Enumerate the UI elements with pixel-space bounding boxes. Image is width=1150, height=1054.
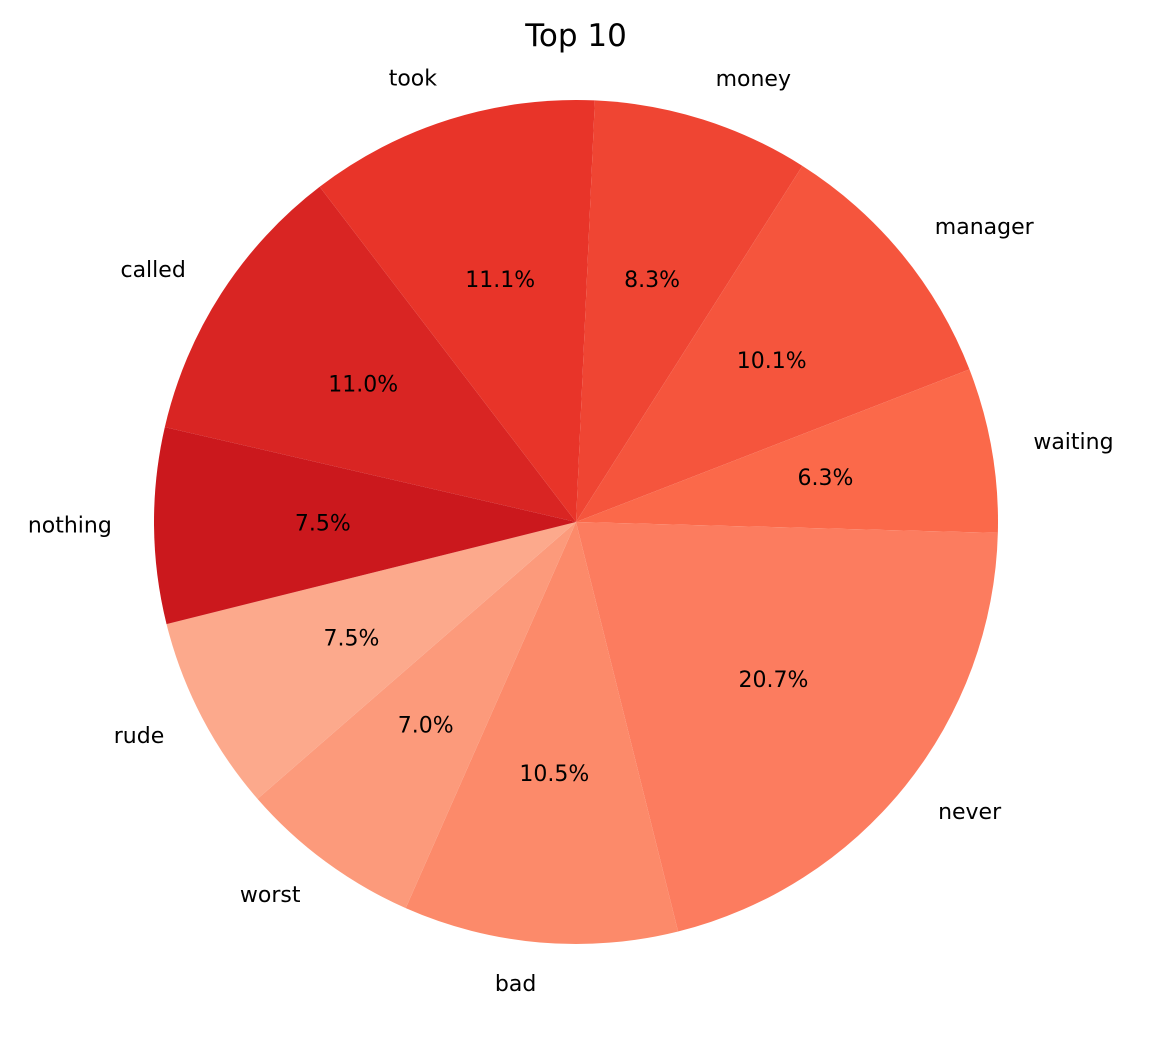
pie-slice-bad [405, 522, 679, 944]
percentage-label-waiting: 6.3% [798, 466, 854, 491]
category-label-waiting: waiting [1033, 430, 1113, 455]
pie-slice-money [576, 100, 803, 523]
pie-slice-never [576, 522, 998, 932]
pie-slice-nothing [154, 427, 577, 625]
category-label-never: never [938, 800, 1002, 825]
chart-title: Top 10 [524, 18, 627, 54]
percentage-label-bad: 10.5% [519, 762, 589, 787]
pie-slice-took [319, 99, 595, 523]
category-label-called: called [120, 258, 185, 283]
percentage-label-called: 11.0% [328, 372, 398, 397]
percentage-label-manager: 10.1% [737, 349, 807, 374]
category-label-nothing: nothing [28, 514, 112, 539]
category-labels: called took money manager waiting never bad wor… [28, 67, 1114, 997]
pie-slice-rude [166, 522, 577, 799]
percentage-label-took: 11.1% [465, 268, 535, 293]
percentage-label-money: 8.3% [624, 268, 680, 293]
pie-slices [154, 99, 999, 944]
pie-slice-called [164, 186, 576, 522]
category-label-rude: rude [114, 724, 165, 749]
category-label-bad: bad [495, 972, 536, 997]
category-label-manager: manager [935, 215, 1035, 240]
percentage-label-never: 20.7% [739, 668, 809, 693]
percentage-labels: 11.0% 11.1% 8.3% 10.1% 6.3% 20.7% 10.5% 7.0% 7.5… [295, 268, 854, 787]
pie-slice-waiting [576, 369, 999, 533]
pie-slice-manager [576, 165, 970, 522]
percentage-label-rude: 7.5% [323, 626, 379, 651]
percentage-label-worst: 7.0% [398, 713, 454, 738]
pie-slice-worst [257, 522, 576, 909]
percentage-label-nothing: 7.5% [295, 512, 351, 537]
category-label-money: money [716, 67, 791, 92]
category-label-worst: worst [240, 883, 301, 908]
category-label-took: took [389, 67, 438, 92]
